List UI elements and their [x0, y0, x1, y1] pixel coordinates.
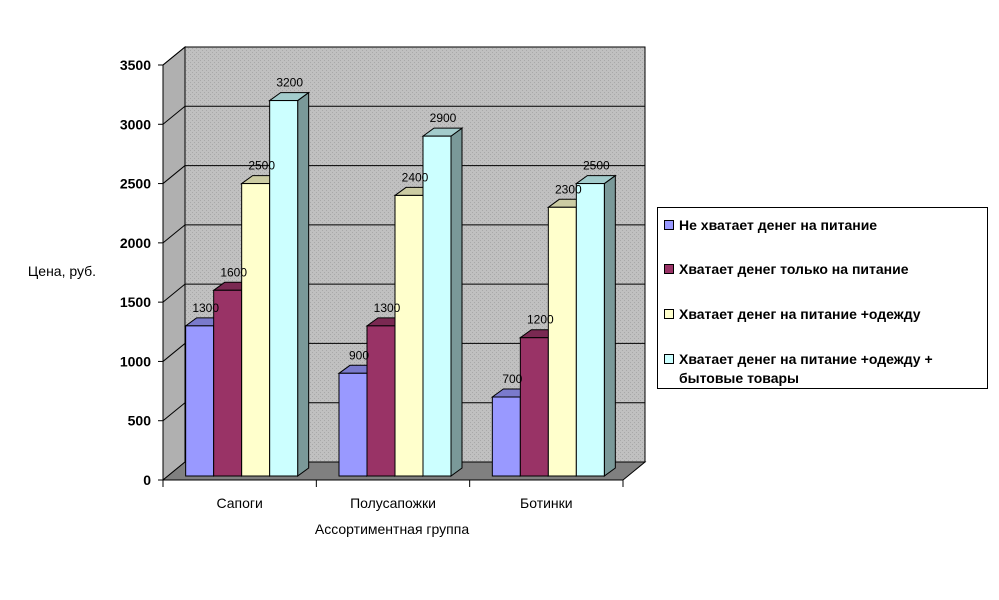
bar-front [575, 183, 605, 477]
bar-front [422, 135, 452, 477]
data-label: 2400 [402, 170, 429, 184]
legend-label: Хватает денег на питание +одежду [679, 306, 921, 322]
bar-side [450, 127, 463, 477]
gridline-side [162, 46, 186, 66]
bar-front [185, 325, 215, 477]
x-axis-label: Ассортиментная группа [315, 521, 469, 537]
legend-item: Хватает денег только на питание [664, 260, 981, 279]
y-tick-label: 3500 [120, 57, 151, 73]
legend-swatch [664, 309, 674, 319]
y-tick-label: 0 [143, 472, 151, 488]
legend-label: Хватает денег на питание +одежду + бытов… [679, 351, 933, 386]
bar-front [491, 396, 521, 477]
bar-front [241, 183, 271, 477]
bar-side [297, 91, 310, 477]
axes: 0 500 1000 1500 2000 2500 3000 3500 Сапоги Полуса… [120, 57, 624, 511]
bar-front [366, 325, 396, 477]
bar-front [213, 289, 243, 477]
bar [268, 91, 311, 477]
bar [421, 127, 464, 477]
y-axis-label: Цена, руб. [28, 263, 96, 279]
data-label: 2300 [555, 182, 582, 196]
legend-swatch [664, 220, 674, 230]
legend-item: Хватает денег на питание +одежду [664, 305, 981, 324]
side-wall [162, 45, 186, 482]
gridline-side [162, 402, 186, 422]
data-label: 700 [502, 372, 522, 386]
gridline-side [162, 343, 186, 362]
data-label: 2500 [583, 159, 610, 173]
data-label: 3200 [276, 76, 303, 90]
y-tick-label: 500 [128, 413, 152, 429]
x-tick-label: Полусапожки [350, 495, 436, 511]
data-label: 900 [349, 348, 369, 362]
bar-front [394, 194, 424, 477]
legend-label: Не хватает денег на питание [679, 217, 878, 233]
data-label: 1300 [374, 301, 401, 315]
legend: Не хватает денег на питание Хватает денег… [657, 207, 988, 389]
gridline-side [162, 224, 186, 244]
bar [574, 174, 617, 477]
data-labels: 1300 1600 2500 3200 900 1300 2400 2900 700 1200 23… [192, 76, 610, 386]
bar-front [547, 206, 577, 477]
gridline-side [162, 105, 186, 125]
y-tick-label: 1000 [120, 353, 151, 369]
legend-item: Не хватает денег на питание [664, 216, 981, 235]
data-label: 1300 [192, 301, 219, 315]
gridline-side [162, 165, 186, 184]
x-tick-label: Ботинки [520, 495, 573, 511]
legend-item: Хватает денег на питание +одежду + бытов… [664, 350, 981, 388]
legend-swatch [664, 264, 674, 274]
bar-side [603, 174, 616, 477]
y-tick-label: 2500 [120, 176, 151, 192]
bar-front [338, 372, 368, 477]
data-label: 1200 [527, 313, 554, 327]
x-tick-label: Сапоги [216, 495, 262, 511]
data-label: 1600 [220, 265, 247, 279]
gridline-side [162, 283, 186, 303]
y-tick-label: 2000 [120, 235, 151, 251]
legend-label: Хватает денег только на питание [679, 261, 909, 277]
bar-front [269, 100, 299, 477]
y-tick-label: 1500 [120, 294, 151, 310]
data-label: 2500 [248, 159, 275, 173]
data-label: 2900 [430, 111, 457, 125]
bars [184, 91, 617, 477]
bar-front [519, 337, 549, 477]
legend-swatch [664, 354, 674, 364]
y-tick-label: 3000 [120, 116, 151, 132]
